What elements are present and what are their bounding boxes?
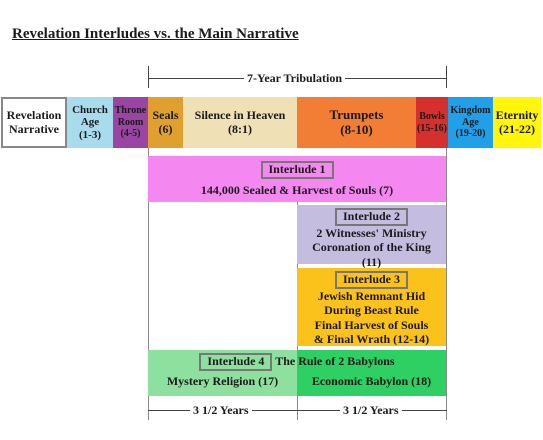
segment-line: Seals xyxy=(152,107,179,122)
interlude-3-line: Final Harvest of Souls xyxy=(314,317,429,332)
segment-line: (4-5) xyxy=(120,128,141,140)
segment-silence-in-heaven: Silence in Heaven (8:1) xyxy=(183,97,297,148)
segment-bowls: Bowls (15-16) xyxy=(416,97,448,148)
segment-line: Church xyxy=(72,103,108,116)
interlude-2-line: Coronation of the King xyxy=(312,240,431,255)
segment-line: Age xyxy=(80,116,100,129)
segment-throne-room: Throne Room (4-5) xyxy=(113,97,148,148)
segment-revelation-narrative: Revelation Narrative xyxy=(1,97,67,148)
interlude-1-text: 144,000 Sealed & Harvest of Souls (7) xyxy=(200,182,394,197)
interlude-2-line: (11) xyxy=(361,254,382,269)
interlude-1-box: Interlude 1 144,000 Sealed & Harvest of … xyxy=(148,156,446,202)
segment-line: Silence in Heaven xyxy=(194,107,286,122)
interlude-3-box: Interlude 3 Jewish Remnant Hid During Be… xyxy=(297,268,446,346)
interlude-2-box: Interlude 2 2 Witnesses' Ministry Corona… xyxy=(297,205,446,269)
interlude-4-right-box xyxy=(297,350,446,396)
segment-line: Trumpets xyxy=(329,106,384,122)
page-title: Revelation Interludes vs. the Main Narra… xyxy=(12,26,299,42)
tribulation-start-guide xyxy=(148,148,149,420)
segment-line: Age xyxy=(462,116,479,128)
segment-line: Eternity xyxy=(495,107,539,122)
interlude-4-left-text: Mystery Religion (17) xyxy=(166,374,279,388)
tribulation-bracket-right-tick xyxy=(446,66,447,88)
segment-line: Narrative xyxy=(9,121,59,136)
segment-line: Room xyxy=(117,116,144,128)
half-period-line xyxy=(148,410,447,411)
interlude-1-tag: Interlude 1 xyxy=(260,161,334,179)
interlude-2-line: 2 Witnesses' Ministry xyxy=(316,225,427,240)
segment-church-age: Church Age (1-3) xyxy=(67,97,113,148)
interlude-3-line: Jewish Remnant Hid xyxy=(317,288,426,303)
segment-line: (6) xyxy=(158,121,173,136)
segment-seals: Seals (6) xyxy=(148,97,183,148)
segment-line: (8-10) xyxy=(340,121,373,137)
segment-line: (15-16) xyxy=(417,122,447,134)
tribulation-label: 7-Year Tribulation xyxy=(244,71,346,86)
segment-line: (21-22) xyxy=(499,121,535,136)
interlude-2-tag: Interlude 2 xyxy=(335,208,408,226)
segment-line: Throne xyxy=(114,105,147,117)
interlude-4-tag: Interlude 4 xyxy=(199,353,273,371)
interlude-3-line: & Final Wrath (12-14) xyxy=(313,331,430,346)
segment-trumpets: Trumpets (8-10) xyxy=(297,97,416,148)
first-half-label: 3 1/2 Years xyxy=(190,403,252,418)
segment-line: (19-20) xyxy=(455,128,486,140)
tribulation-bracket-left-tick xyxy=(148,66,149,88)
segment-kingdom-age: Kingdom Age (19-20) xyxy=(448,97,493,148)
interlude-4-heading-text: The Rule of 2 Babylons xyxy=(275,354,395,368)
interlude-4-right-text: Economic Babylon (18) xyxy=(311,374,432,388)
segment-line: Revelation xyxy=(6,107,62,122)
tribulation-end-guide xyxy=(446,148,447,420)
second-half-label: 3 1/2 Years xyxy=(340,403,402,418)
interlude-4-heading: Interlude 4 The Rule of 2 Babylons xyxy=(148,353,446,371)
segment-line: (1-3) xyxy=(79,128,101,141)
segment-line: (8:1) xyxy=(228,121,252,136)
segment-line: Bowls xyxy=(419,111,445,122)
interlude-3-tag: Interlude 3 xyxy=(335,271,408,289)
segment-line: Kingdom xyxy=(450,105,491,117)
segment-eternity: Eternity (21-22) xyxy=(493,97,541,148)
interlude-3-line: During Beast Rule xyxy=(324,303,419,318)
